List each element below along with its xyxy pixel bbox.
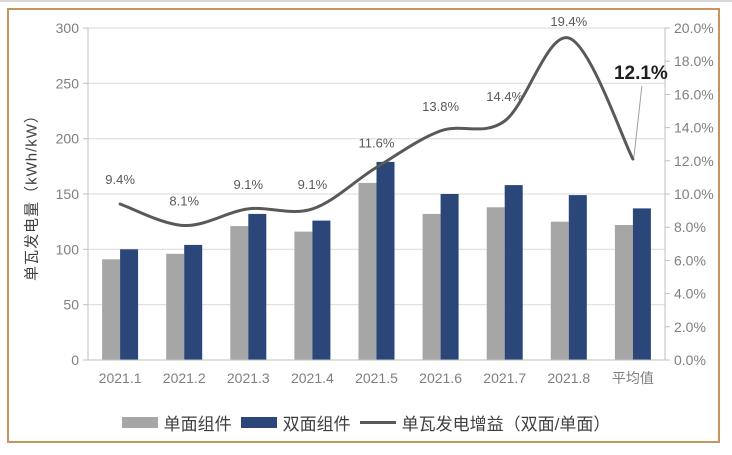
left-axis-tick-label: 50 (63, 297, 79, 313)
x-axis-label: 2021.7 (483, 370, 526, 386)
leader-line (633, 85, 643, 158)
right-axis-tick-label: 4.0% (674, 286, 706, 302)
bar-single-sided-平均值 (614, 225, 633, 360)
bar-double-sided-2021.8 (568, 195, 587, 360)
bar-double-sided-2021.5 (376, 161, 395, 360)
screenshot-top-edge (0, 0, 732, 2)
gain-data-label: 13.8% (422, 99, 459, 114)
left-axis-tick-label: 200 (56, 131, 80, 147)
gain-data-label: 9.4% (105, 172, 135, 187)
right-axis-tick-label: 18.0% (674, 53, 714, 69)
chart-legend: 单面组件 双面组件 单瓦发电增益（双面/单面） (0, 410, 732, 434)
x-axis-label: 2021.4 (291, 370, 334, 386)
gain-data-label: 11.6% (359, 135, 395, 150)
right-axis-tick-label: 16.0% (674, 86, 714, 102)
gain-data-label: 19.4% (550, 14, 587, 29)
gain-line (118, 36, 635, 228)
legend-swatch-single-sided (121, 416, 158, 428)
bar-double-sided-2021.4 (312, 220, 331, 360)
bar-single-sided-2021.5 (358, 182, 377, 360)
legend-label-double-sided: 双面组件 (282, 414, 351, 434)
bar-double-sided-2021.7 (504, 185, 523, 360)
bar-single-sided-2021.3 (230, 226, 249, 360)
bar-single-sided-2021.7 (486, 207, 505, 360)
right-axis-tick-label: 0.0% (674, 352, 706, 368)
legend-swatch-gain-line (359, 420, 396, 424)
right-axis-tick-label: 20.0% (674, 20, 714, 36)
legend-item-single-sided: 单面组件 (121, 410, 232, 435)
y-axis-title: 单瓦发电量（kWh/kW） (23, 107, 41, 281)
x-axis-label: 2021.3 (227, 370, 270, 386)
bar-double-sided-2021.6 (440, 194, 459, 360)
right-axis-tick-label: 2.0% (674, 319, 706, 335)
bar-single-sided-2021.8 (550, 221, 569, 360)
right-axis-tick-label: 12.0% (674, 153, 714, 169)
left-axis-tick-label: 150 (56, 186, 80, 202)
bar-single-sided-2021.6 (422, 213, 441, 360)
left-axis-tick-label: 0 (71, 352, 79, 368)
left-axis-tick-label: 250 (56, 75, 80, 91)
x-axis-label: 2021.8 (547, 370, 590, 386)
right-axis-tick-label: 14.0% (674, 120, 714, 136)
bar-double-sided-2021.2 (184, 244, 203, 360)
bar-single-sided-2021.4 (294, 231, 313, 360)
right-axis-tick-label: 8.0% (674, 219, 706, 235)
legend-swatch-double-sided (240, 416, 277, 428)
legend-label-single-sided: 单面组件 (163, 414, 232, 434)
gain-data-label: 9.1% (298, 177, 328, 192)
legend-item-double-sided: 双面组件 (240, 410, 351, 435)
bar-single-sided-2021.2 (166, 253, 185, 360)
legend-label-gain-line: 单瓦发电增益（双面/单面） (401, 414, 611, 434)
x-axis-label: 2021.2 (163, 370, 206, 386)
x-axis-label: 平均值 (612, 370, 654, 386)
right-axis-tick-label: 6.0% (674, 252, 706, 268)
x-axis-label: 2021.5 (355, 370, 398, 386)
legend-item-gain-line: 单瓦发电增益（双面/单面） (359, 410, 611, 435)
bar-double-sided-2021.3 (248, 213, 267, 360)
left-axis-tick-label: 300 (56, 20, 80, 36)
bar-double-sided-2021.1 (120, 249, 139, 360)
gain-data-label: 9.1% (233, 177, 263, 192)
bar-double-sided-平均值 (632, 208, 651, 360)
gain-data-label-emphasized: 12.1% (614, 63, 668, 84)
x-axis-label: 2021.6 (419, 370, 462, 386)
right-axis-tick-label: 10.0% (674, 186, 714, 202)
x-axis-label: 2021.1 (99, 370, 142, 386)
bar-single-sided-2021.1 (102, 259, 121, 360)
gain-data-label: 14.4% (486, 89, 523, 104)
gain-data-label: 8.1% (169, 194, 199, 209)
left-axis-tick-label: 100 (56, 241, 80, 257)
